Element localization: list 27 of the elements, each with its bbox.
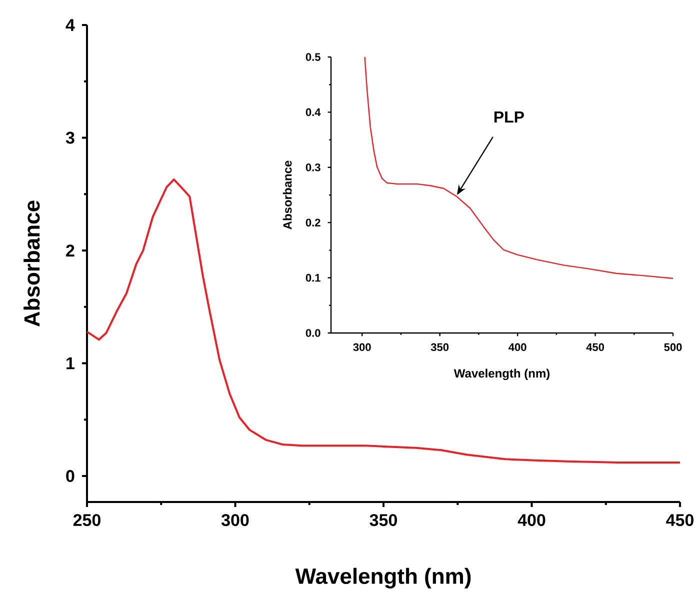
y-tick-label: 2 [66, 244, 74, 256]
y-tick-label: 1 [66, 357, 74, 370]
x-tick-label: 400 [518, 514, 546, 526]
y-tick-label: 0.0 [306, 329, 320, 337]
y-tick-label: 0.2 [306, 218, 320, 226]
y-axis-title: Absorbance [24, 200, 40, 327]
x-tick-label: 300 [221, 514, 249, 526]
x-tick-label: 250 [73, 514, 100, 526]
x-tick-label: 450 [666, 514, 694, 526]
x-axis-title: Wavelength (nm) [295, 568, 471, 588]
x-tick-label: 350 [370, 514, 397, 526]
y-tick-label: 0 [66, 470, 74, 482]
x-tick-label: 400 [508, 343, 526, 352]
x-tick-label: 450 [586, 343, 604, 352]
y-tick-label: 0.1 [306, 274, 320, 282]
y-tick-label: 0.4 [306, 108, 321, 116]
y-tick-label: 0.3 [306, 163, 320, 172]
line-series [364, 57, 674, 279]
x-tick-label: 350 [430, 343, 449, 352]
annotation: PLP [494, 111, 524, 122]
x-tick-label: 500 [664, 343, 682, 352]
x-tick-label: 300 [353, 343, 371, 352]
x-axis-title: Wavelength (nm) [454, 368, 550, 380]
y-tick-label: 4 [66, 19, 75, 31]
y-axis-title: Absorbance [282, 160, 292, 230]
y-tick-label: 3 [66, 132, 74, 144]
y-tick-label: 0.5 [306, 53, 320, 61]
